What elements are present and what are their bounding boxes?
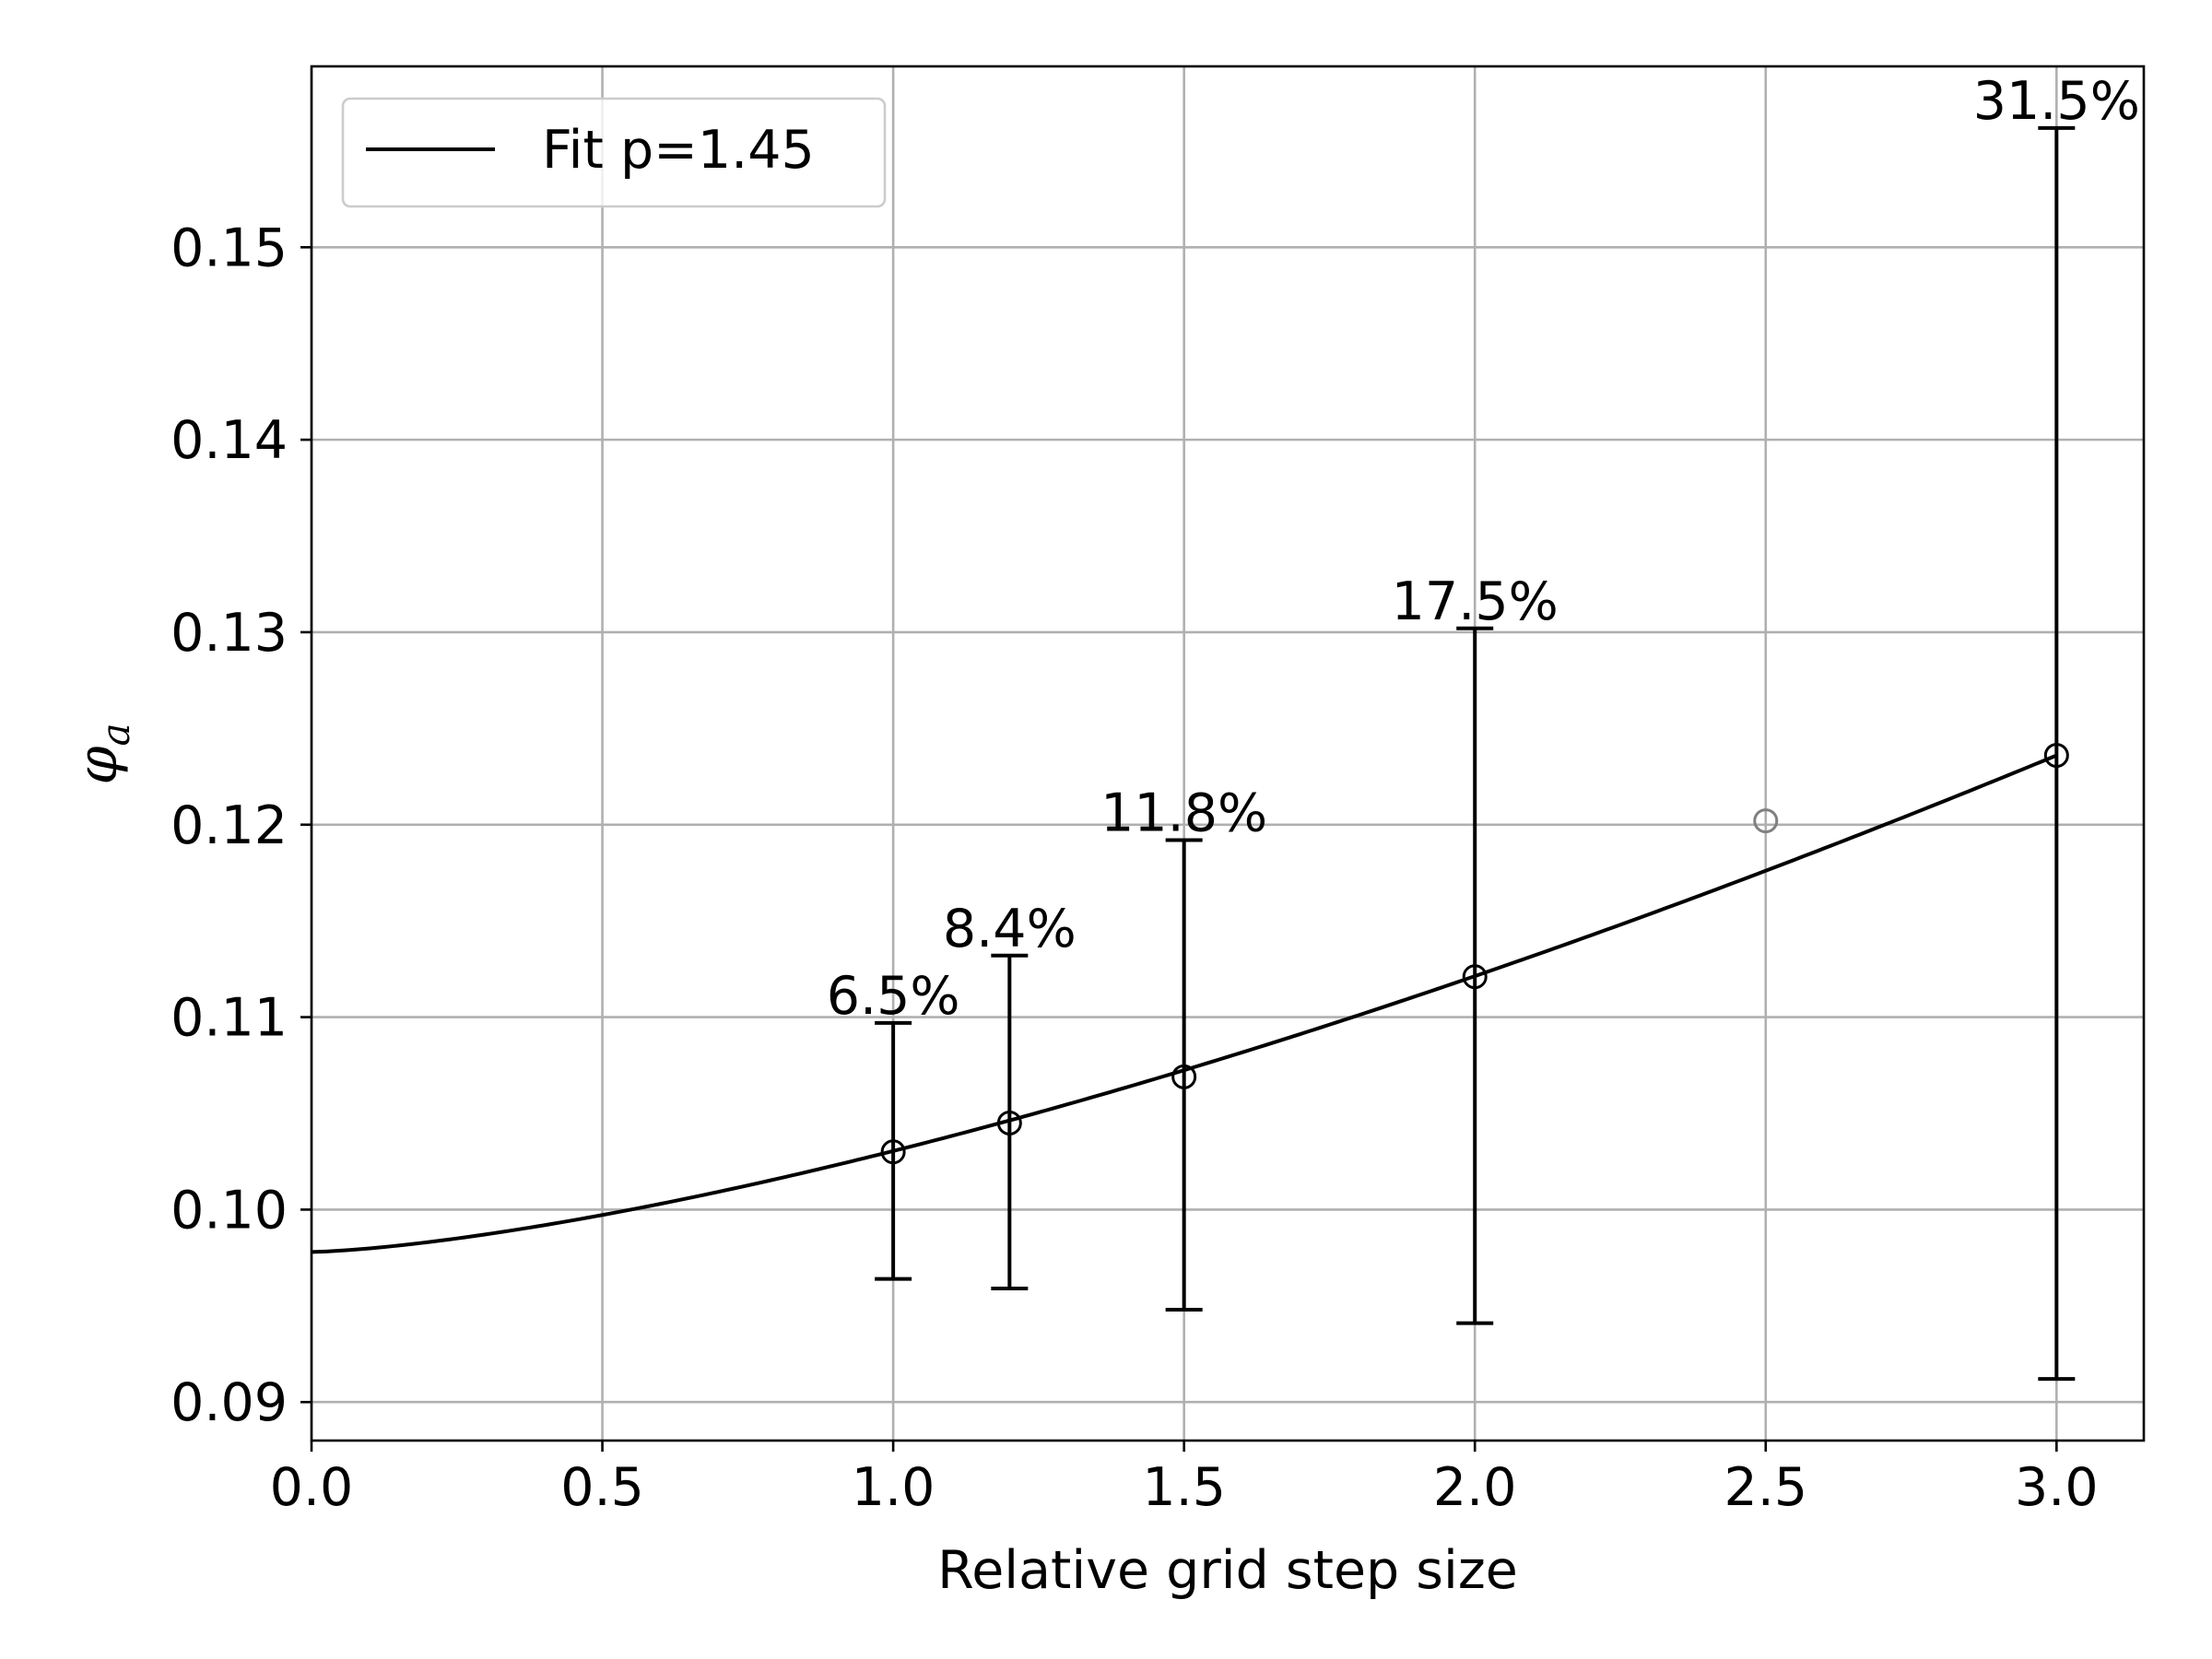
y-axis-subscript: a	[93, 723, 138, 746]
y-tick-label: 0.13	[171, 603, 288, 664]
data-point-marker	[996, 1110, 1022, 1135]
x-axis-title: Relative grid step size	[937, 1540, 1518, 1601]
data-point-marker	[1171, 1064, 1197, 1089]
data-point-marker	[1462, 964, 1488, 990]
error-percentage-label: 17.5%	[1392, 571, 1559, 632]
x-tick-label: 0.5	[560, 1457, 644, 1518]
grid-lines	[310, 66, 2144, 1441]
error-percentage-label: 11.8%	[1100, 782, 1267, 843]
y-tick-label: 0.14	[171, 410, 288, 471]
data-point-marker	[2043, 743, 2069, 769]
y-tick-label: 0.12	[171, 795, 288, 856]
x-tick-label: 1.5	[1142, 1457, 1226, 1518]
x-tick-label: 0.0	[270, 1457, 354, 1518]
y-tick-label: 0.11	[171, 988, 288, 1049]
axis-ticks: 0.0 0.5 1.0 1.5 2.0 2.5 3.0 0.09 0.10 0.11 0.12 0.1…	[171, 218, 2099, 1518]
percentage-labels: 6.5% 8.4% 11.8% 17.5% 31.5%	[827, 71, 2140, 1027]
legend-box	[341, 97, 887, 208]
error-percentage-label: 8.4%	[943, 899, 1077, 959]
data-point-marker	[880, 1139, 906, 1165]
x-tick-label: 3.0	[2015, 1457, 2099, 1518]
x-tick-label: 2.0	[1433, 1457, 1517, 1518]
x-tick-label: 1.0	[852, 1457, 935, 1518]
legend: Fit p=1.45	[341, 97, 887, 208]
excluded-point-marker	[1753, 808, 1779, 834]
y-axis-title: φa	[65, 723, 138, 784]
y-axis-symbol: φ	[65, 747, 130, 785]
plot-frame	[310, 65, 2146, 1442]
error-bars	[875, 125, 2076, 1382]
error-percentage-label: 6.5%	[827, 966, 960, 1027]
y-tick-label: 0.10	[171, 1180, 288, 1241]
data-points	[880, 743, 2069, 1165]
legend-fit-label: Fit p=1.45	[542, 120, 815, 181]
y-tick-label: 0.15	[171, 218, 288, 278]
x-tick-label: 2.5	[1724, 1457, 1807, 1518]
error-percentage-label: 31.5%	[1973, 71, 2140, 132]
y-tick-label: 0.09	[171, 1372, 288, 1433]
